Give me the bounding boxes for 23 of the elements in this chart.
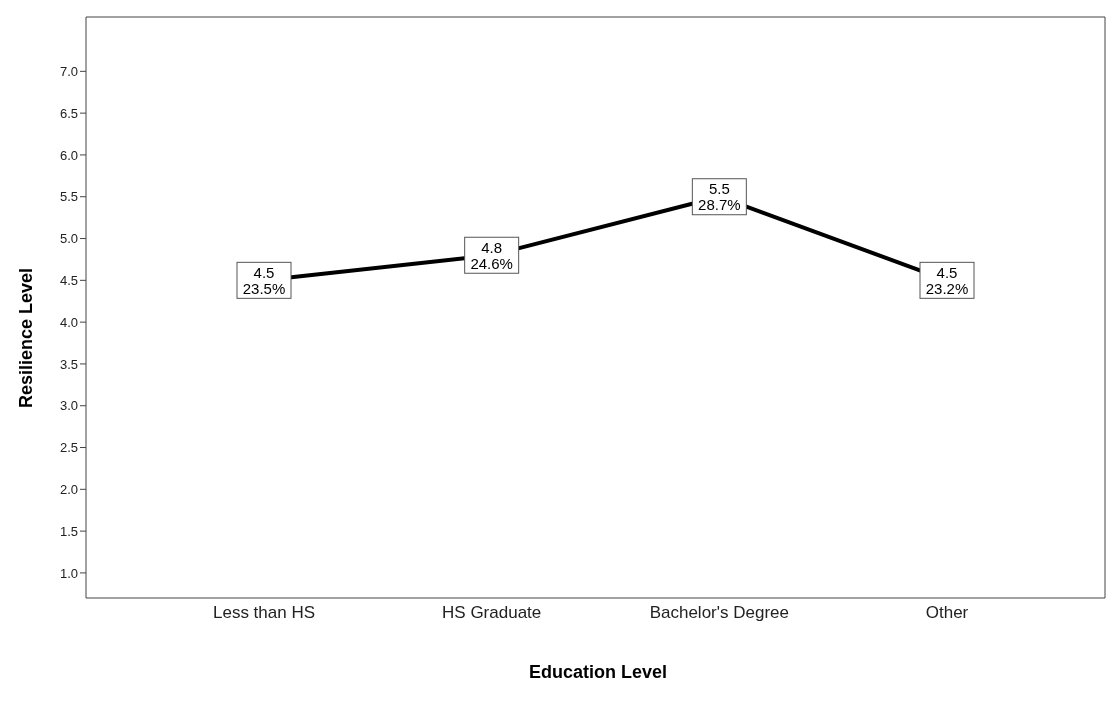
data-label: 4.5 23.2% xyxy=(925,263,969,297)
y-tick-label: 2.5 xyxy=(59,440,78,456)
y-axis-title: Resilience Level xyxy=(15,267,37,409)
x-tick-label: Other xyxy=(925,603,969,623)
x-tick-label: Bachelor's Degree xyxy=(649,603,789,623)
data-label: 4.5 23.5% xyxy=(242,263,286,297)
y-tick-label: 5.5 xyxy=(59,189,78,205)
y-tick-label: 4.5 xyxy=(59,272,78,288)
y-tick-label: 5.0 xyxy=(59,231,78,247)
y-tick-label: 4.0 xyxy=(59,314,78,330)
y-tick-label: 6.5 xyxy=(59,105,78,121)
y-tick-label: 2.0 xyxy=(59,481,78,497)
y-tick-label: 6.0 xyxy=(59,147,78,163)
y-tick-label: 3.5 xyxy=(59,356,78,372)
y-tick-label: 1.5 xyxy=(59,523,78,539)
y-tick-label: 7.0 xyxy=(59,63,78,79)
x-axis-title: Education Level xyxy=(527,662,668,683)
y-tick-label: 1.0 xyxy=(59,565,78,581)
y-tick-label: 3.0 xyxy=(59,398,78,414)
x-tick-label: HS Graduate xyxy=(442,603,542,623)
data-label: 4.8 24.6% xyxy=(470,238,513,272)
data-label: 5.5 28.7% xyxy=(698,180,741,214)
x-tick-label: Less than HS xyxy=(212,603,316,623)
